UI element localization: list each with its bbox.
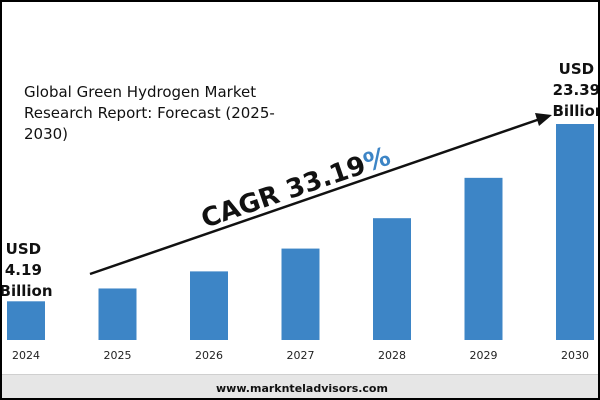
cagr-text: CAGR 33.19 <box>198 150 370 234</box>
bar-2028 <box>373 218 411 340</box>
bar-2024 <box>7 301 45 340</box>
cagr-annotation: CAGR 33.19% <box>198 142 395 235</box>
start-label-currency: USD <box>6 240 41 258</box>
footer-url[interactable]: www.marknteladvisors.com <box>216 382 388 395</box>
end-label-unit: Billion <box>553 102 600 120</box>
bar-2025 <box>98 288 137 340</box>
start-label-unit: Billion <box>2 282 52 300</box>
x-tick-2025: 2025 <box>104 349 132 362</box>
x-tick-2026: 2026 <box>195 349 223 362</box>
start-value-label: USD 4.19 Billion <box>2 240 52 300</box>
x-tick-2029: 2029 <box>470 349 498 362</box>
bar-2026 <box>190 271 228 340</box>
chart-title: Global Green Hydrogen Market Research Re… <box>24 83 275 143</box>
x-tick-2024: 2024 <box>12 349 40 362</box>
start-label-value: 4.19 <box>5 261 42 279</box>
end-value-label: USD 23.39 Billion <box>553 60 600 120</box>
bar-2029 <box>464 177 503 340</box>
x-tick-2030: 2030 <box>561 349 589 362</box>
bar-2027 <box>281 248 320 340</box>
trend-arrow-line <box>89 117 541 276</box>
end-label-currency: USD <box>559 60 594 78</box>
x-axis-ticks: 2024 2025 2026 2027 2028 2029 2030 <box>12 349 589 362</box>
bars-layer <box>7 124 594 340</box>
footer-bar: www.marknteladvisors.com <box>2 374 598 398</box>
x-tick-2027: 2027 <box>287 349 315 362</box>
end-label-value: 23.39 <box>553 81 600 99</box>
x-tick-2028: 2028 <box>378 349 406 362</box>
trend-arrow-head <box>535 113 552 126</box>
bar-2030 <box>556 124 594 340</box>
